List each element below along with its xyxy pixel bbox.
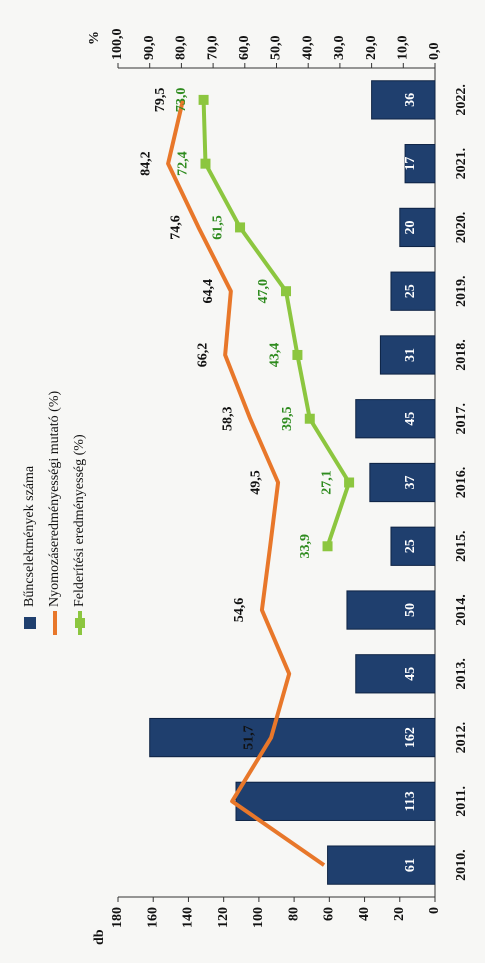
- legend-label: Nyomozáseredményességi mutató (%): [47, 391, 62, 607]
- value-label: 33,9: [298, 534, 313, 559]
- y2-tick-label: 70,0: [205, 36, 220, 61]
- y2-tick-label: 90,0: [142, 36, 157, 61]
- y2-tick-label: 50,0: [269, 36, 284, 61]
- y2-tick-label: 60,0: [237, 36, 252, 61]
- rotated-chart: db % 0 20 40 60 80 100 120 140 160 180 0,0 10,0 20,0…: [22, 29, 469, 946]
- bar-label: 17: [403, 157, 418, 171]
- x-tick-label: 2014.: [454, 594, 469, 626]
- bar-label: 36: [403, 93, 418, 107]
- y2-tick-label: 100,0: [110, 29, 125, 61]
- bar-label: 61: [403, 858, 418, 872]
- marker: [235, 222, 246, 233]
- x-tick-label: 2021.: [454, 148, 469, 180]
- marker: [200, 158, 211, 169]
- y-tick-label: 80: [286, 907, 301, 921]
- x-tick-label: 2012.: [454, 722, 469, 754]
- bar: [379, 335, 436, 375]
- y2-tick-label: 10,0: [396, 36, 411, 61]
- y-tick-label: 40: [357, 907, 372, 921]
- value-label: 39,5: [280, 406, 295, 431]
- x-tick-label: 2019.: [454, 275, 469, 307]
- x-tick-label: 2022.: [454, 84, 469, 116]
- x-tick-label: 2013.: [454, 658, 469, 690]
- y2-tick-label: 20,0: [364, 36, 379, 61]
- value-label: 79,5: [153, 88, 168, 113]
- y2-tick-label: 80,0: [174, 36, 189, 61]
- x-tick-label: 2015.: [454, 531, 469, 563]
- y2-tick-label: 0,0: [427, 43, 442, 61]
- bar-label: 37: [403, 476, 418, 490]
- value-label: 27,1: [319, 470, 334, 495]
- value-label: 74,6: [169, 215, 184, 240]
- value-label: 84,2: [138, 151, 153, 176]
- y-tick-label: 120: [216, 907, 231, 928]
- bar: [235, 781, 436, 821]
- bar: [355, 399, 436, 439]
- x-tick-label: 2020.: [454, 212, 469, 244]
- value-label: 72,4: [176, 151, 191, 176]
- value-label: 54,6: [232, 598, 247, 623]
- bar: [327, 845, 436, 885]
- value-label: 51,7: [241, 725, 256, 750]
- y-tick-label: 20: [392, 907, 407, 921]
- bar: [371, 80, 436, 120]
- bar-label: 45: [403, 412, 418, 426]
- legend-marker: [75, 618, 85, 628]
- value-label: 61,5: [210, 215, 225, 240]
- bar: [369, 462, 436, 503]
- bar-label: 162: [403, 727, 418, 748]
- bar-label: 31: [403, 348, 418, 362]
- value-label: 43,4: [268, 343, 283, 368]
- y2-tick-label: 40,0: [300, 36, 315, 61]
- bar: [346, 590, 436, 630]
- bar-label: 20: [403, 220, 418, 234]
- marker: [322, 541, 333, 552]
- value-label: 58,3: [220, 406, 235, 431]
- x-tick-label: 2011.: [454, 786, 469, 817]
- y2-axis-title: %: [87, 31, 102, 45]
- legend-label: Felderítési eredményesség (%): [72, 434, 87, 607]
- y-tick-label: 0: [427, 907, 442, 914]
- bar-label: 45: [403, 667, 418, 681]
- bar: [355, 654, 436, 694]
- bar-label: 25: [403, 284, 418, 298]
- marker: [292, 349, 303, 360]
- legend-swatch: [24, 617, 36, 629]
- bar: [149, 717, 436, 758]
- marker: [304, 413, 315, 424]
- bar-label: 50: [403, 603, 418, 617]
- marker: [281, 286, 292, 297]
- value-label: 73,0: [174, 88, 189, 113]
- value-label: 47,0: [256, 279, 271, 304]
- x-tick-label: 2016.: [454, 467, 469, 499]
- marker: [198, 94, 209, 105]
- bar: [390, 526, 436, 566]
- x-tick-label: 2018.: [454, 339, 469, 371]
- y-axis-title: db: [92, 929, 107, 945]
- bar: [399, 207, 436, 248]
- x-tick-label: 2017.: [454, 403, 469, 435]
- y-tick-label: 140: [181, 907, 196, 928]
- bar: [390, 271, 436, 311]
- bar-label: 113: [403, 791, 418, 811]
- bar-label: 25: [403, 539, 418, 553]
- value-label: 49,5: [248, 470, 263, 495]
- y-tick-label: 100: [251, 907, 266, 928]
- y-tick-label: 160: [145, 907, 160, 928]
- line: [166, 99, 326, 867]
- y2-tick-label: 30,0: [332, 36, 347, 61]
- y-tick-label: 180: [110, 907, 125, 928]
- y-tick-label: 60: [322, 907, 337, 921]
- x-tick-label: 2010.: [454, 849, 469, 881]
- line: [201, 99, 352, 547]
- marker: [344, 477, 355, 488]
- legend-label: Bűncselekmények száma: [22, 465, 37, 607]
- value-label: 64,4: [201, 279, 216, 304]
- value-label: 66,2: [195, 343, 210, 368]
- bar: [404, 144, 436, 184]
